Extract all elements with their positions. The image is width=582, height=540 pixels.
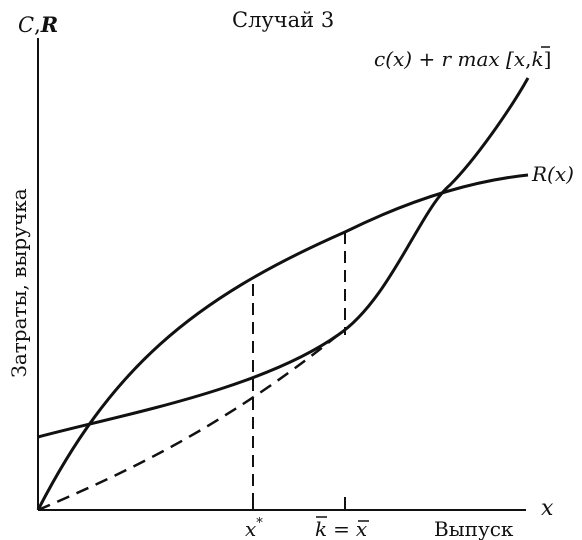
x-bar-label: x — [356, 517, 367, 540]
k-bar-label: k — [315, 517, 327, 540]
y-axis-symbol-comma: , — [34, 13, 41, 37]
x-axis-label: Выпуск — [434, 517, 514, 540]
k-equals-x-label: k = x — [315, 517, 367, 540]
cost-curve-label-part1: c(x) + r max [ — [374, 47, 514, 71]
x-star-label: x* — [245, 516, 263, 540]
cost-curve-label-close: ] — [544, 47, 552, 71]
y-axis-symbol: C,R — [18, 12, 58, 37]
y-axis-symbol-c: C — [18, 13, 34, 37]
x-axis-symbol: x — [541, 496, 554, 521]
y-axis-label: Затраты, выручка — [7, 188, 31, 377]
revenue-curve — [36, 173, 529, 511]
cost-curve-dashed — [37, 334, 339, 512]
diagram-title: Случай 3 — [232, 8, 334, 32]
equals-sign: = — [333, 517, 350, 540]
cost-curve — [37, 77, 530, 439]
cost-curve-label: c(x) + r max [x,k] — [374, 47, 551, 71]
cost-curve-label-comma: , — [525, 47, 531, 71]
x-star-label-sup: * — [256, 516, 263, 531]
cost-curve-label-k: k — [531, 47, 543, 71]
cost-curve-label-x: x — [514, 47, 525, 71]
x-star-label-base: x — [245, 517, 256, 540]
y-axis-symbol-r: R — [40, 12, 58, 37]
revenue-curve-label: R(x) — [531, 162, 574, 186]
